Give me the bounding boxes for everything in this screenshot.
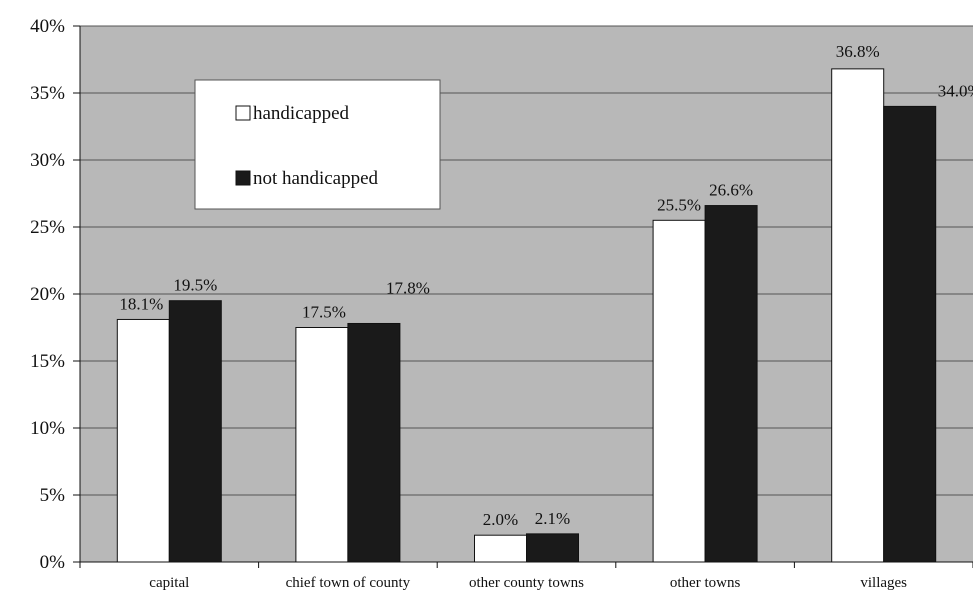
data-labels: 18.1% 17.5% 2.0% 25.5% 36.8% 19.5% 17.8% 2.1% 26… xyxy=(119,42,973,529)
data-label: 18.1% xyxy=(119,294,163,313)
legend-swatch-not-handicapped xyxy=(235,170,251,186)
x-tick-label: chief town of county xyxy=(286,575,411,591)
data-label: 19.5% xyxy=(173,276,217,295)
legend: handicapped not handicapped xyxy=(194,79,441,210)
x-axis-ticks: capital chief town of county other county … xyxy=(79,562,973,591)
bars xyxy=(116,68,937,563)
bar-not-handicapped xyxy=(168,300,222,563)
x-tick-label: capital xyxy=(149,575,189,591)
y-tick-label: 40% xyxy=(30,16,65,37)
bar-not-handicapped xyxy=(526,533,579,563)
y-tick-label: 20% xyxy=(30,284,65,305)
y-tick-label: 25% xyxy=(30,217,65,238)
y-tick-label: 10% xyxy=(30,418,65,439)
axes xyxy=(79,26,973,563)
data-label: 25.5% xyxy=(657,195,701,214)
data-label: 17.8% xyxy=(386,278,430,297)
y-tick-label: 35% xyxy=(30,83,65,104)
data-label: 2.1% xyxy=(535,509,570,528)
data-label: 17.5% xyxy=(302,303,346,322)
bar-handicapped xyxy=(116,318,170,563)
bar-handicapped xyxy=(831,68,885,563)
x-tick-label: villages xyxy=(860,575,907,591)
bar-not-handicapped xyxy=(347,322,401,563)
bar-handicapped xyxy=(295,327,349,563)
y-tick-label: 30% xyxy=(30,150,65,171)
data-label: 2.0% xyxy=(483,510,518,529)
data-label: 34.0% xyxy=(938,81,973,100)
bar-handicapped xyxy=(652,219,706,563)
legend-box xyxy=(194,79,441,210)
y-tick-label: 0% xyxy=(40,552,66,573)
legend-label-not-handicapped: not handicapped xyxy=(253,168,379,189)
gridlines xyxy=(80,25,973,496)
y-axis-ticks: 0% 5% 10% 15% 20% 25% 30% 35% 40% xyxy=(30,16,80,573)
legend-swatch-handicapped xyxy=(235,105,251,121)
y-tick-label: 15% xyxy=(30,351,65,372)
data-label: 36.8% xyxy=(836,42,880,61)
x-tick-label: other towns xyxy=(670,575,741,591)
bar-handicapped xyxy=(474,534,527,563)
data-label: 26.6% xyxy=(709,181,753,200)
x-tick-label: other county towns xyxy=(469,575,584,591)
bar-not-handicapped xyxy=(883,105,937,563)
y-tick-label: 5% xyxy=(40,485,66,506)
legend-label-handicapped: handicapped xyxy=(253,103,350,124)
bar-not-handicapped xyxy=(704,205,758,563)
